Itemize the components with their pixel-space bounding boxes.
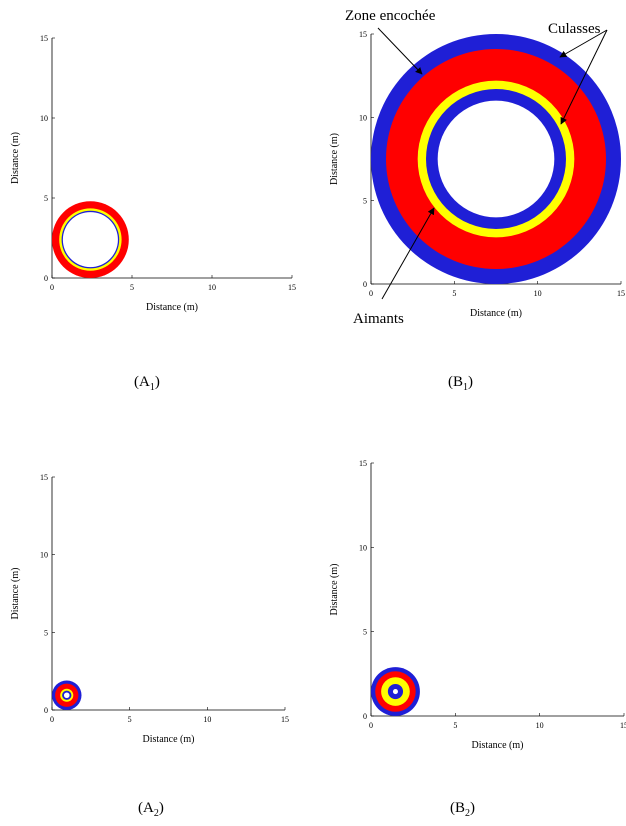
caption-b1-sub: 1 [463,382,468,393]
y-tick-label: 10 [359,113,367,122]
caption-a1-main: (A [134,374,150,390]
x-tick-label: 10 [536,721,544,730]
x-tick-label: 5 [453,721,457,730]
y-tick-label: 0 [44,274,48,283]
x-axis-label: Distance (m) [470,308,522,319]
ring-alesage [437,100,555,218]
ring-alesage [63,692,70,699]
x-axis-label: Distance (m) [143,734,195,745]
x-tick-label: 10 [203,715,211,724]
plot-b1: 00 5 5 10 10 15 15 Distance (m) Distance (m) [329,30,625,319]
x-tick-label: 15 [620,721,626,730]
panel-b1: 0 0 5 5 10 10 15 15 Distance (m) Distance (m) [313,0,626,340]
caption-b2: (B2) [450,800,475,819]
x-tick-label: 15 [281,715,289,724]
x-tick-label: 0 [369,721,373,730]
annotation-arrows [377,27,608,300]
y-tick-label: 5 [363,197,367,206]
x-tick-label: 5 [452,289,456,298]
caption-a2: (A2) [138,800,164,819]
y-tick-label: 15 [40,34,48,43]
ring-alesage [62,212,118,268]
caption-a1-sub: 1 [149,382,155,393]
plot-b2: 00 5 5 10 10 15 15 Distance (m) Distance (m) [329,459,626,751]
y-tick-label: 0 [363,712,367,721]
y-tick-label: 15 [359,30,367,39]
arrow-zone-encochee [377,27,423,75]
y-axis-label: Distance (m) [329,564,340,616]
panel-a1: 0 0 5 5 10 10 15 15 Distance (m) Distance (m) [0,0,313,340]
y-tick-label: 5 [44,628,48,637]
caption-b1: (B1) [448,374,473,393]
panel-b2: 0 0 5 5 10 10 15 15 Distance (m) Distance (m) [313,440,626,780]
x-tick-label: 10 [208,283,216,292]
label-aimants: Aimants [353,311,404,327]
x-tick-label: 0 [50,715,54,724]
x-tick-label: 0 [50,283,54,292]
x-tick-label: 15 [617,289,625,298]
y-tick-label: 0 [363,280,367,289]
y-tick-label: 0 [44,706,48,715]
panel-a2: 0 0 5 5 10 10 15 15 Distance (m) Distance (m) [0,440,313,780]
arrow-aimants [381,207,435,300]
x-axis-label: Distance (m) [472,740,524,751]
caption-b2-sub: 2 [465,808,470,819]
caption-b2-main: (B [450,800,465,816]
y-tick-label: 10 [40,551,48,560]
caption-b1-main: (B [448,374,463,390]
caption-b2-end: ) [470,800,475,816]
caption-a2-main: (A [138,800,154,816]
arrow-culasse-interieure [560,29,608,125]
x-tick-label: 15 [288,283,296,292]
y-tick-label: 10 [40,114,48,123]
label-culasses: Culasses [548,21,601,37]
y-tick-label: 5 [363,628,367,637]
y-tick-label: 15 [359,459,367,468]
x-tick-label: 5 [128,715,132,724]
caption-b1-end: ) [468,374,473,390]
label-zone-encochee: Zone encochée [345,8,436,24]
caption-a1: (A1) [134,374,160,393]
ring-alesage [392,689,398,695]
plot-a2: 00 5 5 10 10 15 15 Distance (m) Distance (m) [10,473,289,745]
caption-a2-end: ) [158,800,164,816]
y-tick-label: 5 [44,194,48,203]
caption-a1-end: ) [154,374,160,390]
x-tick-label: 0 [369,289,373,298]
y-axis-label: Distance (m) [329,133,340,185]
plot-a1: 00 5 5 10 10 15 15 Distance (m) Distance (m) [10,34,296,313]
y-tick-label: 15 [40,473,48,482]
x-tick-label: 10 [534,289,542,298]
y-axis-label: Distance (m) [10,568,21,620]
caption-a2-sub: 2 [153,808,159,819]
x-axis-label: Distance (m) [146,302,198,313]
y-axis-label: Distance (m) [10,132,21,184]
arrow-culasse-exterieure [559,29,608,58]
x-tick-label: 5 [130,283,134,292]
y-tick-label: 10 [359,543,367,552]
